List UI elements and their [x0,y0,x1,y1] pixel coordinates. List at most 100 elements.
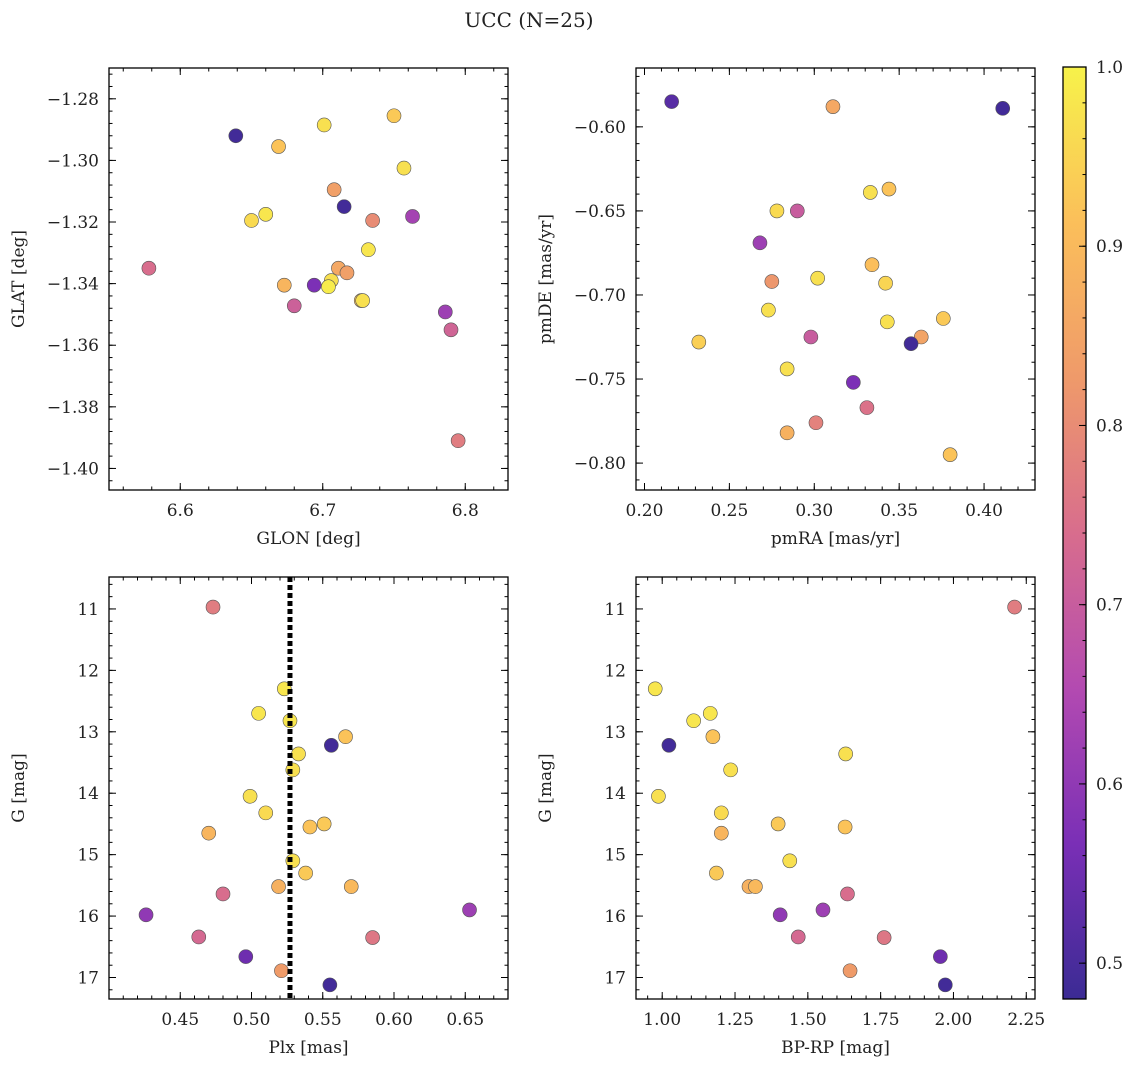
scatter-point [842,963,858,979]
scatter-point [723,762,738,778]
y-axis-label: G [mag] [536,753,556,822]
x-axis-label: BP-RP [mag] [781,1038,890,1058]
scatter-point [789,203,805,219]
scatter-point [863,185,878,200]
y-tick-label: 17 [604,969,626,989]
scatter-point [258,207,274,222]
x-tick-label: 0.45 [161,1010,199,1030]
scatter-point [661,738,677,753]
scatter-point [647,681,663,697]
scatter-point [276,277,292,293]
y-tick-label: 11 [77,600,99,620]
x-tick-label: 1.00 [643,1010,681,1030]
scatter-point [937,977,953,993]
scatter-point [769,203,785,219]
scatter-point [141,260,157,276]
y-tick-label: −1.28 [47,90,99,110]
colorbar-tick-label: 0.5 [1096,954,1123,974]
colorbar-tick-label: 0.9 [1096,237,1123,257]
colorbar-tick-label: 0.6 [1096,775,1123,795]
y-tick-label: −1.40 [47,459,99,479]
scatter-point [396,160,412,176]
scatter-point [913,329,929,345]
scatter-point [365,213,380,228]
y-tick-label: 12 [604,661,626,681]
x-tick-label: 6.6 [167,501,194,521]
x-tick-label: 0.60 [375,1010,413,1030]
scatter-point [864,257,880,273]
y-tick-label: −1.30 [47,151,99,171]
x-axis-label: GLON [deg] [256,529,360,549]
colorbar-tick-label: 1.0 [1096,58,1123,78]
x-tick-label: 1.50 [789,1010,827,1030]
scatter-point [205,599,221,615]
x-tick-label: 1.75 [862,1010,900,1030]
scatter-point [191,929,207,945]
y-tick-label: 13 [77,723,99,743]
y-tick-label: 16 [77,907,99,927]
y-axis-label: GLAT [deg] [9,230,29,328]
x-tick-label: 0.55 [304,1010,342,1030]
x-tick-label: 0.50 [233,1010,271,1030]
y-tick-label: 13 [604,723,626,743]
axes-frame [108,67,509,491]
scatter-panel-plx-g: 0.45 0.50 0.55 0.60 0.65 11 12 13 14 15 16 17 Plx [m… [9,576,509,1058]
scatter-point [322,977,338,993]
x-tick-label: 0.25 [710,501,748,521]
scatter-point [321,279,336,295]
scatter-point [355,293,370,308]
scatter-point [705,729,721,745]
colorbar: 0.5 0.6 0.7 0.8 0.9 1.0 [1062,58,1123,1000]
axes-frame [108,576,509,1000]
scatter-point [242,788,258,804]
x-tick-label: 6.8 [452,501,479,521]
colorbar-tick-label: 0.7 [1096,596,1123,616]
scatter-point [933,949,948,964]
scatter-point [779,425,795,441]
scatter-point [271,139,286,154]
scatter-point [450,433,466,449]
scatter-point [878,275,893,291]
scatter-point [228,128,244,144]
scatter-point [803,329,819,345]
x-tick-label: 0.20 [626,501,664,521]
scatter-point [361,242,376,258]
scatter-point [825,99,841,114]
scatter-point [714,825,729,841]
y-tick-label: 11 [604,600,626,620]
scatter-panel-glon-glat: 6.6 6.7 6.8 −1.28 −1.30 −1.32 −1.34 −1.36 −1.38 −… [9,67,509,549]
scatter-point [782,853,798,869]
colorbar-tick-label: 0.8 [1096,416,1123,436]
scatter-point [291,746,306,762]
axes-frame [635,576,1036,1000]
scatter-point [323,738,339,753]
scatter-point [244,213,259,228]
y-axis-label: G [mag] [9,753,29,822]
scatter-point [664,94,679,109]
y-tick-label: −0.80 [574,454,626,474]
x-tick-label: 0.65 [446,1010,484,1030]
scatter-point [443,322,459,338]
colorbar-bar [1063,67,1086,999]
scatter-point [838,746,853,762]
y-tick-label: 16 [604,907,626,927]
scatter-point [761,302,776,318]
scatter-point [302,819,318,835]
scatter-point [881,181,897,197]
scatter-point [702,706,718,721]
scatter-point [339,265,355,281]
y-tick-label: 14 [604,784,626,804]
x-tick-label: 0.40 [965,501,1003,521]
scatter-point [306,277,322,293]
scatter-point [316,117,332,133]
y-tick-label: −1.34 [47,275,99,295]
scatter-point [343,879,359,894]
scatter-point [764,274,780,289]
scatter-point [336,199,352,214]
x-tick-label: 0.30 [795,501,833,521]
x-tick-label: 2.25 [1007,1010,1045,1030]
scatter-point [686,713,701,729]
scatter-point [879,314,895,330]
y-tick-label: −0.70 [574,286,626,306]
